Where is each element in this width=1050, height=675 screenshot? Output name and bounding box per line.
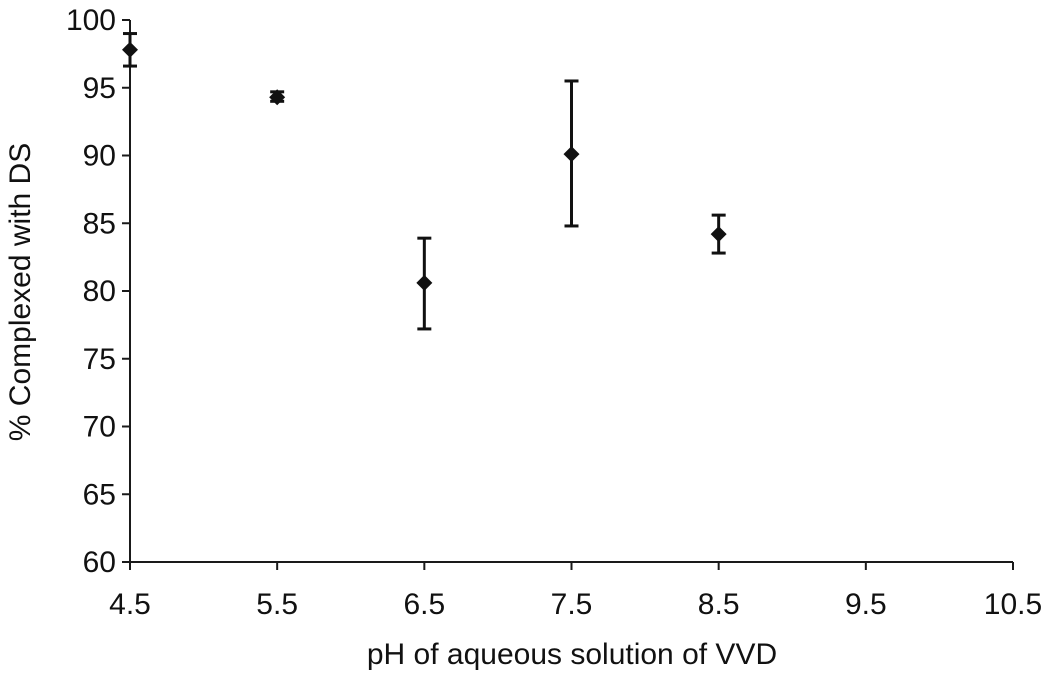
data-points — [122, 32, 727, 331]
x-axis-ticks: 4.5 5.5 6.5 7.5 8.5 9.5 10.5 — [109, 562, 1042, 621]
y-tick-label: 90 — [83, 140, 116, 173]
x-tick-label: 6.5 — [403, 588, 445, 621]
data-point-group — [416, 236, 433, 331]
data-point-marker — [269, 89, 286, 106]
x-tick-label: 7.5 — [551, 588, 593, 621]
y-tick-label: 80 — [83, 275, 116, 308]
x-tick-label: 4.5 — [109, 588, 151, 621]
data-point-marker — [710, 226, 727, 243]
data-point-marker — [563, 146, 580, 163]
y-tick-label: 60 — [83, 546, 116, 579]
data-point-group — [563, 79, 580, 228]
x-tick-label: 8.5 — [698, 588, 740, 621]
x-tick-label: 5.5 — [256, 588, 298, 621]
y-tick-label: 95 — [83, 72, 116, 105]
data-point-group — [710, 213, 727, 255]
x-tick-label: 10.5 — [984, 588, 1042, 621]
data-point-marker — [122, 41, 138, 58]
y-tick-label: 75 — [83, 343, 116, 376]
y-tick-label: 100 — [66, 4, 116, 37]
data-point-group — [269, 89, 286, 106]
data-point-group — [122, 32, 138, 68]
y-tick-label: 65 — [83, 478, 116, 511]
y-axis-title: % Complexed with DS — [4, 143, 37, 441]
y-tick-label: 85 — [83, 207, 116, 240]
y-axis-ticks: 60 65 70 75 80 85 90 95 100 — [66, 4, 130, 579]
x-tick-label: 9.5 — [845, 588, 887, 621]
data-point-marker — [416, 274, 433, 291]
y-tick-label: 70 — [83, 411, 116, 444]
x-axis-title: pH of aqueous solution of VVD — [367, 638, 777, 671]
